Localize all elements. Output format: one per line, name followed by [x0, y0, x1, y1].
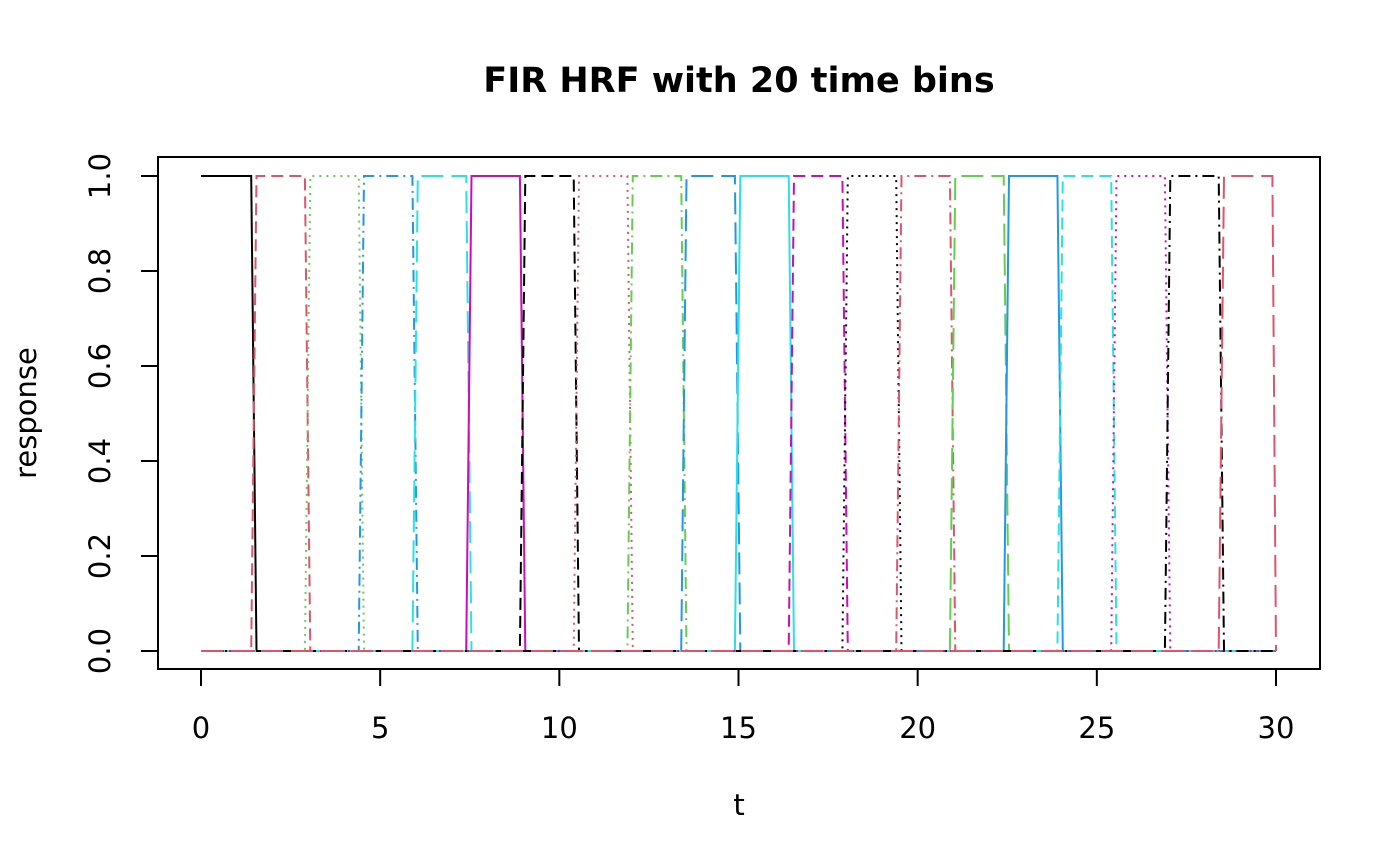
- x-tick-label: 20: [899, 711, 936, 745]
- series-line-bin-14: [201, 175, 1276, 652]
- x-tick-label: 25: [1078, 711, 1115, 745]
- x-tick-label: 30: [1258, 711, 1295, 745]
- x-tick-label: 5: [371, 711, 389, 745]
- x-tick-label: 10: [541, 711, 578, 745]
- chart-title: FIR HRF with 20 time bins: [483, 61, 994, 101]
- x-axis-label: t: [733, 788, 744, 822]
- x-tick-label: 0: [192, 711, 210, 745]
- y-tick-label: 0.2: [83, 533, 117, 579]
- series-line-bin-18: [201, 175, 1276, 652]
- series-layer: [201, 175, 1277, 652]
- y-tick-label: 0.6: [83, 343, 117, 389]
- x-axis: 0 5 10 15 20 25 30: [192, 668, 1295, 745]
- series-line-bin-19: [201, 175, 1276, 652]
- y-tick-label: 1.0: [83, 153, 117, 199]
- y-tick-label: 0.4: [83, 438, 117, 484]
- y-tick-label: 0.8: [83, 248, 117, 294]
- series-line-bin-5: [201, 175, 1276, 652]
- y-axis: 0.0 0.2 0.4 0.6 0.8 1.0: [83, 153, 159, 674]
- series-line-bin-20: [201, 175, 1277, 652]
- x-tick-label: 15: [720, 711, 757, 745]
- y-axis-label: response: [9, 347, 43, 479]
- y-tick-label: 0.0: [83, 628, 117, 674]
